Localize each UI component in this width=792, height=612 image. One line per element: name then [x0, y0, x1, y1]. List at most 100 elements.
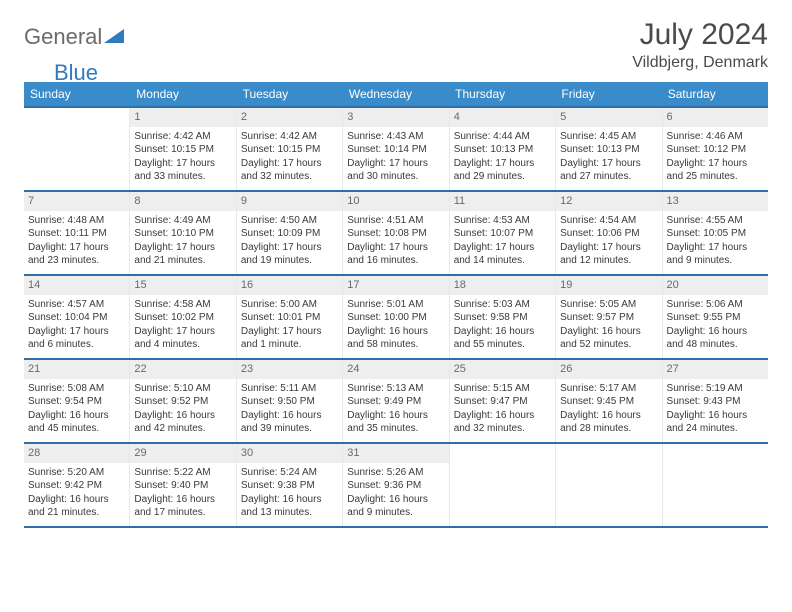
- day-cell: 11Sunrise: 4:53 AMSunset: 10:07 PMDaylig…: [450, 192, 556, 274]
- sunrise-line: Sunrise: 5:22 AM: [134, 466, 231, 480]
- sunrise-line: Sunrise: 4:55 AM: [667, 214, 764, 228]
- day-cell: 19 Sunrise: 5:05 AMSunset: 9:57 PMDayligh…: [556, 276, 662, 358]
- sunrise-line: Sunrise: 5:05 AM: [560, 298, 657, 312]
- sunrise-line: Sunrise: 5:26 AM: [347, 466, 444, 480]
- weekday-header: Wednesday: [343, 82, 449, 106]
- daylight-line: Daylight: 16 hours and 32 minutes.: [454, 409, 551, 436]
- day-number: 19: [556, 276, 661, 295]
- sunrise-line: Sunrise: 4:51 AM: [347, 214, 444, 228]
- daylight-line: Daylight: 17 hours and 12 minutes.: [560, 241, 657, 268]
- day-number: 14: [24, 276, 129, 295]
- day-cell: 30Sunrise: 5:24 AMSunset: 9:38 PMDayligh…: [237, 444, 343, 526]
- sunset-line: Sunset: 9:55 PM: [667, 311, 764, 325]
- day-number: 21: [24, 360, 129, 379]
- sunset-line: Sunset: 10:00 PM: [347, 311, 444, 325]
- daylight-line: Daylight: 17 hours and 14 minutes.: [454, 241, 551, 268]
- calendar-bottom-rule: [24, 526, 768, 528]
- sunrise-line: Sunrise: 4:48 AM: [28, 214, 125, 228]
- day-cell: 14Sunrise: 4:57 AMSunset: 10:04 PMDaylig…: [24, 276, 130, 358]
- daylight-line: Daylight: 16 hours and 24 minutes.: [667, 409, 764, 436]
- day-cell: 7Sunrise: 4:48 AMSunset: 10:11 PMDayligh…: [24, 192, 130, 274]
- sunset-line: Sunset: 9:50 PM: [241, 395, 338, 409]
- day-number: 20: [663, 276, 768, 295]
- sunrise-line: Sunrise: 5:15 AM: [454, 382, 551, 396]
- day-number: 13: [663, 192, 768, 211]
- sunrise-line: Sunrise: 4:43 AM: [347, 130, 444, 144]
- header: General July 2024 Vildbjerg, Denmark: [24, 18, 768, 72]
- sunrise-line: Sunrise: 5:13 AM: [347, 382, 444, 396]
- daylight-line: Daylight: 17 hours and 27 minutes.: [560, 157, 657, 184]
- sunrise-line: Sunrise: 4:46 AM: [667, 130, 764, 144]
- sunset-line: Sunset: 10:08 PM: [347, 227, 444, 241]
- daylight-line: Daylight: 16 hours and 21 minutes.: [28, 493, 125, 520]
- day-cell: 25Sunrise: 5:15 AMSunset: 9:47 PMDayligh…: [450, 360, 556, 442]
- day-cell: 21Sunrise: 5:08 AMSunset: 9:54 PMDayligh…: [24, 360, 130, 442]
- sunset-line: Sunset: 10:09 PM: [241, 227, 338, 241]
- daylight-line: Daylight: 16 hours and 17 minutes.: [134, 493, 231, 520]
- daylight-line: Daylight: 17 hours and 6 minutes.: [28, 325, 125, 352]
- sunrise-line: Sunrise: 5:00 AM: [241, 298, 338, 312]
- week-row: 7Sunrise: 4:48 AMSunset: 10:11 PMDayligh…: [24, 190, 768, 274]
- daylight-line: Daylight: 17 hours and 16 minutes.: [347, 241, 444, 268]
- day-cell: .: [556, 444, 662, 526]
- day-cell: 26Sunrise: 5:17 AMSunset: 9:45 PMDayligh…: [556, 360, 662, 442]
- sunrise-line: Sunrise: 4:45 AM: [560, 130, 657, 144]
- daylight-line: Daylight: 16 hours and 48 minutes.: [667, 325, 764, 352]
- day-number: 9: [237, 192, 342, 211]
- sunset-line: Sunset: 9:36 PM: [347, 479, 444, 493]
- sunset-line: Sunset: 10:13 PM: [454, 143, 551, 157]
- day-number: 8: [130, 192, 235, 211]
- day-number: 29: [130, 444, 235, 463]
- logo-text-general: General: [24, 24, 102, 50]
- day-cell: 9Sunrise: 4:50 AMSunset: 10:09 PMDayligh…: [237, 192, 343, 274]
- logo: General: [24, 18, 126, 50]
- daylight-line: Daylight: 16 hours and 58 minutes.: [347, 325, 444, 352]
- day-cell: 12Sunrise: 4:54 AMSunset: 10:06 PMDaylig…: [556, 192, 662, 274]
- sunset-line: Sunset: 10:15 PM: [241, 143, 338, 157]
- day-cell: 24Sunrise: 5:13 AMSunset: 9:49 PMDayligh…: [343, 360, 449, 442]
- day-cell: 29Sunrise: 5:22 AMSunset: 9:40 PMDayligh…: [130, 444, 236, 526]
- sunset-line: Sunset: 10:01 PM: [241, 311, 338, 325]
- sunrise-line: Sunrise: 5:11 AM: [241, 382, 338, 396]
- weekday-header: Saturday: [662, 82, 768, 106]
- daylight-line: Daylight: 17 hours and 19 minutes.: [241, 241, 338, 268]
- sunset-line: Sunset: 9:57 PM: [560, 311, 657, 325]
- daylight-line: Daylight: 17 hours and 25 minutes.: [667, 157, 764, 184]
- day-number: 31: [343, 444, 448, 463]
- day-cell: 13Sunrise: 4:55 AMSunset: 10:05 PMDaylig…: [663, 192, 768, 274]
- day-cell: 31Sunrise: 5:26 AMSunset: 9:36 PMDayligh…: [343, 444, 449, 526]
- day-number: 17: [343, 276, 448, 295]
- calendar: SundayMondayTuesdayWednesdayThursdayFrid…: [24, 82, 768, 528]
- weekday-header: Monday: [130, 82, 236, 106]
- day-number: 1: [130, 108, 235, 127]
- sunset-line: Sunset: 9:52 PM: [134, 395, 231, 409]
- sunrise-line: Sunrise: 4:49 AM: [134, 214, 231, 228]
- day-cell: .: [663, 444, 768, 526]
- daylight-line: Daylight: 16 hours and 42 minutes.: [134, 409, 231, 436]
- day-number: 12: [556, 192, 661, 211]
- day-number: 15: [130, 276, 235, 295]
- sunset-line: Sunset: 10:12 PM: [667, 143, 764, 157]
- sunrise-line: Sunrise: 4:42 AM: [134, 130, 231, 144]
- week-row: 21Sunrise: 5:08 AMSunset: 9:54 PMDayligh…: [24, 358, 768, 442]
- day-cell: 27Sunrise: 5:19 AMSunset: 9:43 PMDayligh…: [663, 360, 768, 442]
- sunset-line: Sunset: 10:04 PM: [28, 311, 125, 325]
- sunrise-line: Sunrise: 4:44 AM: [454, 130, 551, 144]
- sunset-line: Sunset: 10:11 PM: [28, 227, 125, 241]
- sunset-line: Sunset: 10:14 PM: [347, 143, 444, 157]
- weekday-header: Friday: [555, 82, 661, 106]
- day-cell: 5Sunrise: 4:45 AMSunset: 10:13 PMDayligh…: [556, 108, 662, 190]
- daylight-line: Daylight: 17 hours and 30 minutes.: [347, 157, 444, 184]
- daylight-line: Daylight: 16 hours and 45 minutes.: [28, 409, 125, 436]
- day-cell: 10Sunrise: 4:51 AMSunset: 10:08 PMDaylig…: [343, 192, 449, 274]
- sunrise-line: Sunrise: 5:24 AM: [241, 466, 338, 480]
- daylight-line: Daylight: 16 hours and 52 minutes.: [560, 325, 657, 352]
- day-cell: 28Sunrise: 5:20 AMSunset: 9:42 PMDayligh…: [24, 444, 130, 526]
- weekday-header: Thursday: [449, 82, 555, 106]
- sunset-line: Sunset: 10:07 PM: [454, 227, 551, 241]
- sunset-line: Sunset: 9:47 PM: [454, 395, 551, 409]
- day-number: 30: [237, 444, 342, 463]
- day-cell: 4Sunrise: 4:44 AMSunset: 10:13 PMDayligh…: [450, 108, 556, 190]
- day-cell: 8Sunrise: 4:49 AMSunset: 10:10 PMDayligh…: [130, 192, 236, 274]
- sunset-line: Sunset: 10:02 PM: [134, 311, 231, 325]
